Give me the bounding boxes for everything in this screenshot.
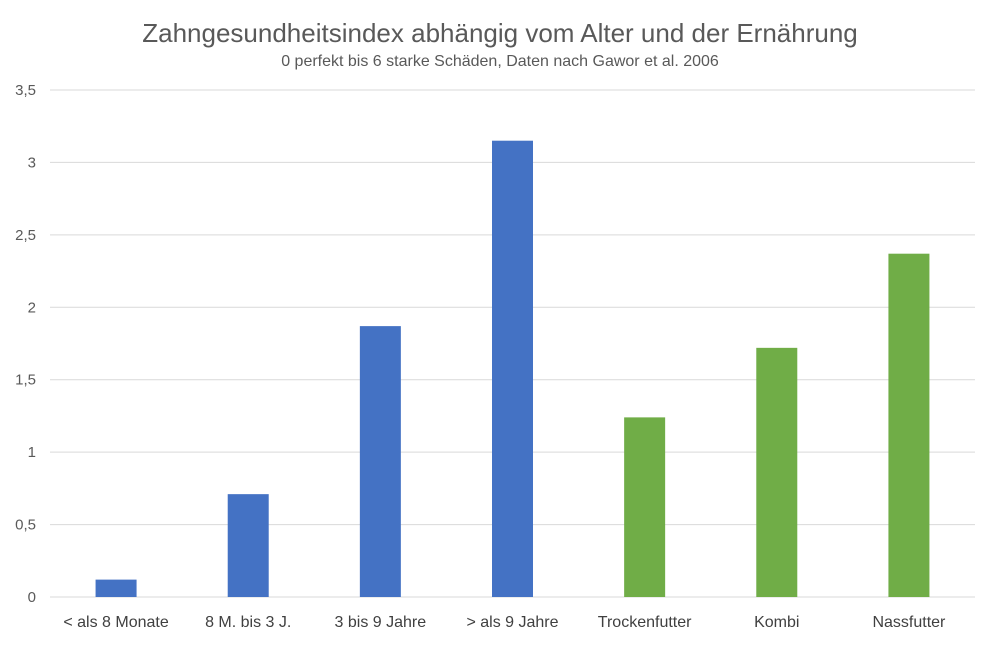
y-tick-label: 1,5 — [15, 372, 36, 389]
bars — [95, 140, 930, 597]
y-tick-label: 2,5 — [15, 227, 36, 244]
y-tick-label: 0,5 — [15, 517, 36, 534]
chart-subtitle: 0 perfekt bis 6 starke Schäden, Daten na… — [281, 53, 719, 70]
x-category-label: > als 9 Jahre — [466, 614, 558, 631]
bar — [95, 579, 137, 597]
bar — [359, 326, 401, 597]
x-category-label: Trockenfutter — [598, 614, 692, 631]
y-tick-label: 3,5 — [15, 82, 36, 99]
chart-title: Zahngesundheitsindex abhängig vom Alter … — [142, 18, 858, 48]
x-category-label: 3 bis 9 Jahre — [335, 614, 427, 631]
x-category-label: Kombi — [754, 614, 799, 631]
bar — [227, 494, 269, 597]
x-category-label: < als 8 Monate — [63, 614, 169, 631]
y-tick-label: 1 — [28, 444, 36, 461]
bar — [492, 140, 533, 597]
y-tick-label: 2 — [28, 299, 36, 316]
x-category-label: Nassfutter — [872, 614, 946, 631]
bar — [756, 347, 798, 597]
category-labels: < als 8 Monate 8 M. bis 3 J. 3 bis 9 Jahre… — [63, 614, 946, 631]
bar — [624, 417, 666, 597]
x-category-label: 8 M. bis 3 J. — [205, 614, 291, 631]
y-axis-ticks: 0 0,5 1 1,5 2 2,5 3 3,5 — [15, 82, 36, 606]
bar — [888, 253, 930, 597]
y-tick-label: 0 — [28, 589, 36, 606]
y-tick-label: 3 — [28, 154, 36, 171]
